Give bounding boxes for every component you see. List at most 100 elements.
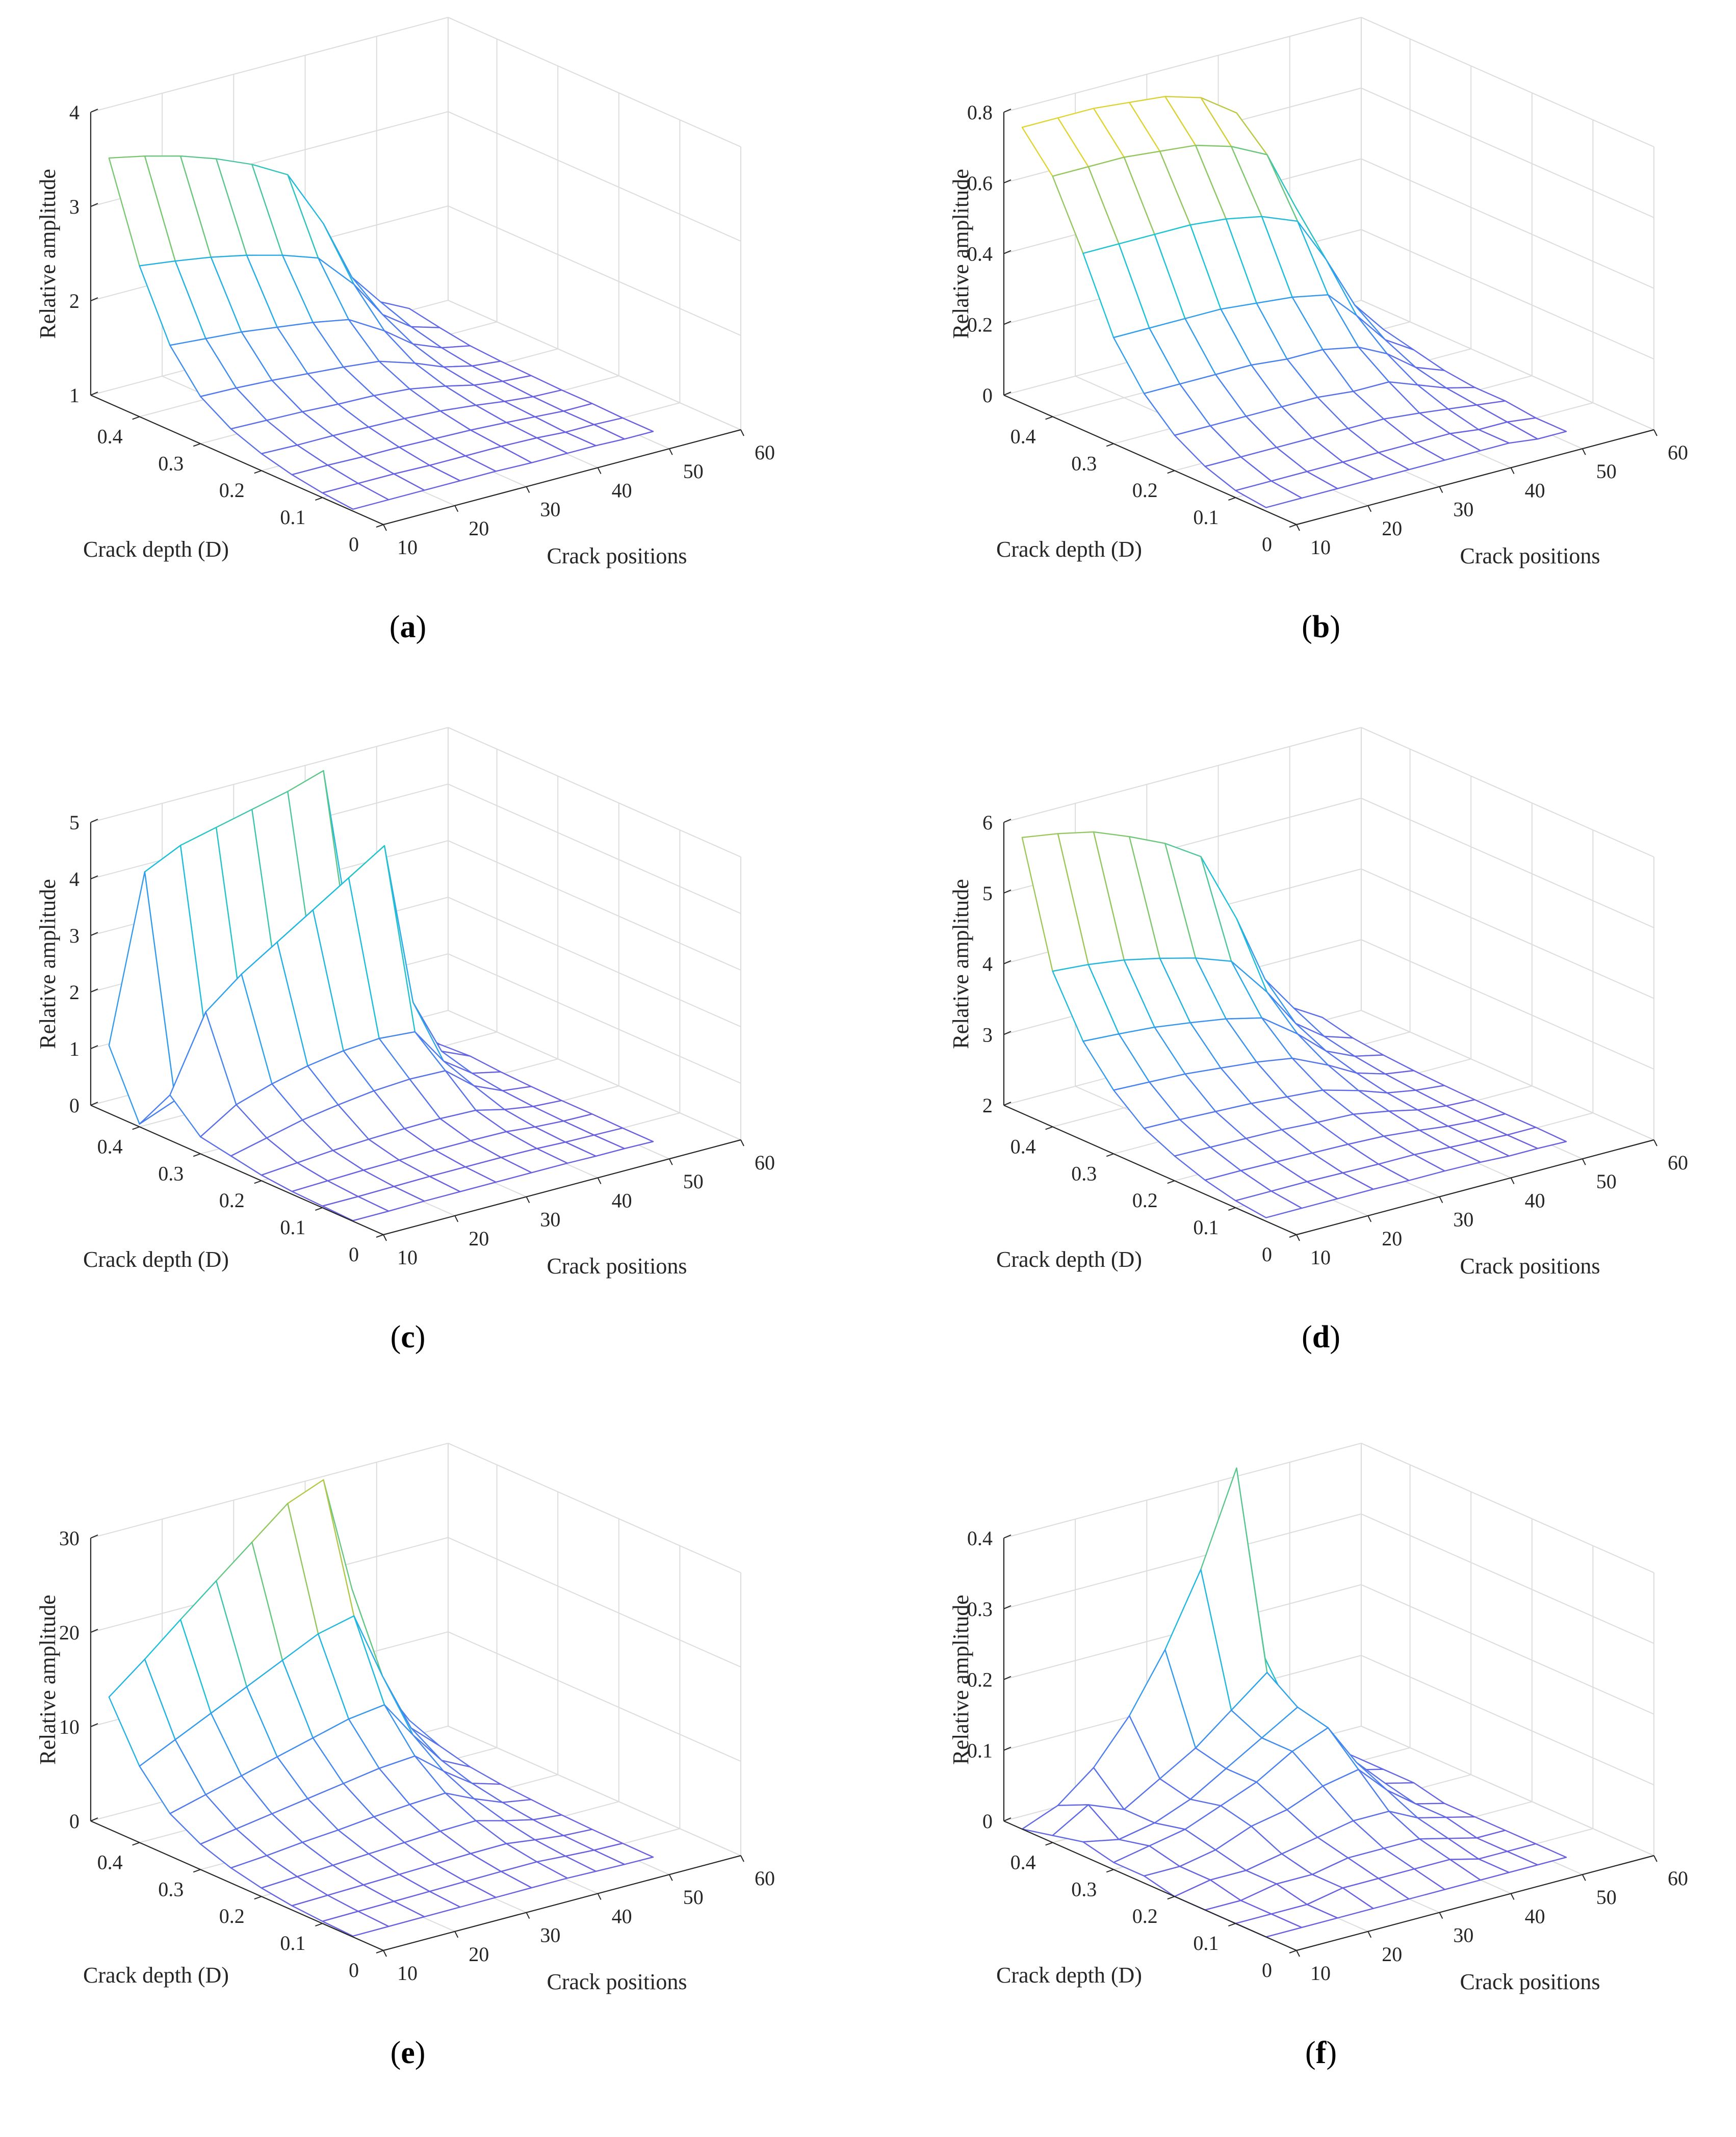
- position-tick-label: 60: [755, 1867, 775, 1890]
- z-axis-title: Relative amplitude: [35, 1595, 60, 1765]
- depth-tick-label: 0.1: [1193, 506, 1219, 529]
- z-tick-label: 0.2: [967, 313, 993, 336]
- plot-canvas: 0 10 20 30 0 0.1 0.2 0.3 0.4 10 20 30 40 50 60 Crack de…: [35, 1443, 775, 1994]
- z-axis-title: Relative amplitude: [948, 879, 973, 1049]
- grid-line: [1003, 1443, 1362, 1539]
- depth-axis-title: Crack depth (D): [83, 1963, 229, 1988]
- depth-tick-mark: [315, 1207, 323, 1211]
- grid-line: [448, 897, 741, 1027]
- z-tick-label: 0.1: [967, 1739, 993, 1762]
- grid-line: [90, 727, 449, 823]
- grid-line: [448, 111, 741, 242]
- z-tick-label: 0.4: [967, 1527, 993, 1550]
- mesh-cell: [1235, 1190, 1303, 1218]
- position-tick-label: 40: [1525, 1189, 1545, 1212]
- subfigure-caption: e: [0, 2035, 816, 2071]
- position-tick-label: 40: [1525, 1905, 1545, 1927]
- position-tick-mark: [1582, 1874, 1586, 1881]
- z-tick-label: 0: [982, 384, 993, 407]
- subfigure-caption: a: [0, 609, 816, 645]
- position-tick-label: 10: [397, 1962, 418, 1985]
- position-axis-line: [1296, 1139, 1654, 1236]
- position-tick-label: 40: [612, 1189, 632, 1212]
- position-tick-mark: [1510, 1177, 1515, 1184]
- position-tick-label: 40: [1525, 479, 1545, 502]
- z-tick-mark: [1003, 321, 1012, 325]
- depth-axis-line: [1003, 395, 1297, 526]
- grid-line: [90, 17, 449, 113]
- depth-axis-title: Crack depth (D): [83, 537, 229, 562]
- surface-plot-e: 0 10 20 30 0 0.1 0.2 0.3 0.4 10 20 30 40 50 60 Crack de…: [0, 1426, 913, 2134]
- depth-tick-label: 0.3: [158, 1162, 184, 1185]
- position-tick-label: 20: [469, 1943, 489, 1966]
- z-tick-label: 30: [59, 1527, 80, 1550]
- position-tick-label: 60: [1668, 441, 1688, 464]
- position-tick-label: 50: [683, 1170, 704, 1193]
- position-tick-label: 30: [1453, 1208, 1473, 1231]
- depth-tick-mark: [1167, 470, 1175, 474]
- depth-axis-title: Crack depth (D): [996, 1963, 1142, 1988]
- z-axis-title: Relative amplitude: [948, 1595, 973, 1765]
- depth-tick-mark: [1106, 1153, 1114, 1157]
- z-tick-mark: [1003, 1102, 1012, 1106]
- depth-tick-mark: [132, 416, 140, 420]
- grid-line: [448, 1726, 741, 1856]
- grid-line: [448, 1537, 741, 1667]
- position-tick-mark: [1582, 448, 1586, 455]
- position-tick-mark: [668, 1874, 673, 1881]
- position-tick-mark: [740, 1855, 744, 1862]
- depth-tick-mark: [315, 1923, 323, 1927]
- depth-tick-mark: [1045, 1842, 1053, 1846]
- position-tick-mark: [740, 1139, 744, 1146]
- mesh-cell: [322, 483, 390, 510]
- grid-line: [1361, 300, 1654, 430]
- z-tick-label: 20: [59, 1621, 80, 1644]
- depth-tick-mark: [376, 1950, 384, 1953]
- z-tick-mark: [90, 392, 98, 396]
- depth-tick-label: 0.4: [1010, 425, 1036, 448]
- z-tick-label: 3: [982, 1023, 993, 1046]
- grid-line: [1003, 17, 1362, 113]
- position-tick-mark: [740, 429, 744, 436]
- grid-line: [448, 727, 741, 857]
- position-tick-mark: [454, 1215, 459, 1222]
- grid-line: [448, 17, 741, 147]
- grid-line: [448, 840, 741, 971]
- position-tick-label: 40: [612, 479, 632, 502]
- z-tick-mark: [1003, 1676, 1012, 1680]
- position-axis-line: [1296, 429, 1654, 526]
- position-axis-line: [383, 429, 741, 526]
- depth-tick-label: 0.3: [1071, 1162, 1097, 1185]
- position-tick-mark: [1582, 1158, 1586, 1165]
- grid-line: [1361, 1655, 1654, 1786]
- grid-line: [448, 300, 741, 430]
- depth-axis-line: [1003, 1105, 1297, 1236]
- z-tick-label: 2: [69, 290, 80, 312]
- position-tick-label: 10: [1310, 1962, 1331, 1985]
- grid-line: [448, 1010, 741, 1140]
- depth-tick-mark: [193, 1153, 201, 1157]
- position-tick-mark: [383, 524, 387, 531]
- depth-tick-mark: [193, 443, 201, 447]
- depth-tick-mark: [1167, 1180, 1175, 1184]
- z-tick-label: 1: [69, 384, 80, 407]
- position-tick-label: 50: [1596, 460, 1617, 483]
- z-tick-mark: [1003, 1817, 1012, 1821]
- depth-tick-label: 0.4: [97, 1135, 123, 1158]
- grid-line: [448, 1443, 741, 1573]
- z-tick-mark: [90, 988, 98, 993]
- surface-plot-a: 1 2 3 4 0 0.1 0.2 0.3 0.4 10 20 30 40 50 60 Crack depth…: [0, 0, 913, 709]
- position-tick-mark: [668, 448, 673, 455]
- position-tick-mark: [526, 1912, 530, 1919]
- plot-canvas: 0 0.2 0.4 0.6 0.8 0 0.1 0.2 0.3 0.4 10 20 30 40 50 60 Cr…: [948, 17, 1688, 568]
- position-tick-label: 20: [1382, 1943, 1402, 1966]
- position-tick-label: 60: [755, 441, 775, 464]
- position-tick-mark: [1653, 1855, 1657, 1862]
- position-tick-mark: [454, 505, 459, 512]
- position-tick-mark: [1653, 1139, 1657, 1146]
- position-tick-mark: [1439, 1196, 1443, 1204]
- z-tick-mark: [1003, 1031, 1012, 1035]
- position-tick-mark: [526, 1196, 530, 1204]
- surface-plot-b: 0 0.2 0.4 0.6 0.8 0 0.1 0.2 0.3 0.4 10 20 30 40 50 60 Cr…: [913, 0, 1736, 709]
- depth-tick-mark: [1228, 1207, 1236, 1211]
